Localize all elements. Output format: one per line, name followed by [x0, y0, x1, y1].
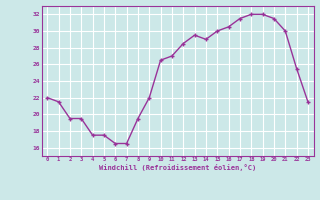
X-axis label: Windchill (Refroidissement éolien,°C): Windchill (Refroidissement éolien,°C) [99, 164, 256, 171]
